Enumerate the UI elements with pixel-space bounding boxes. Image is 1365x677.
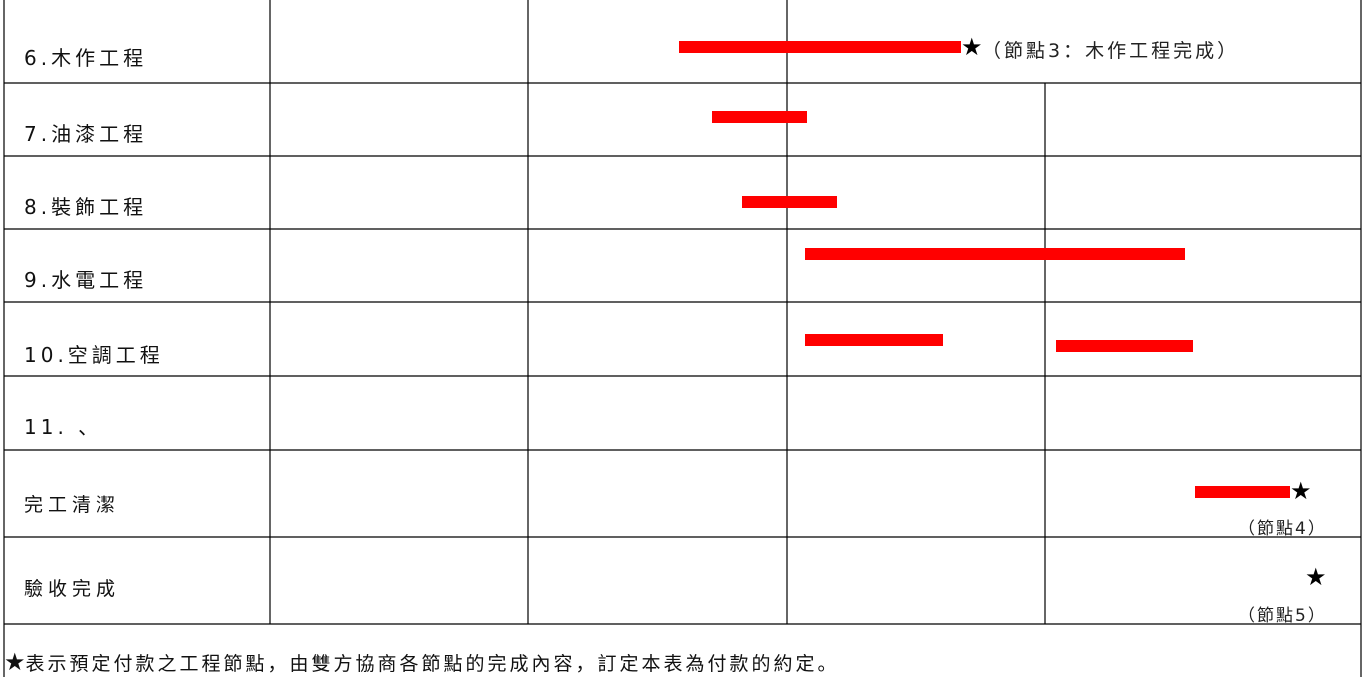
row-label-inspection: 驗收完成 (24, 578, 121, 600)
milestone-star-icon: ★ (1305, 563, 1327, 591)
row-label-decoration: 8.裝飾工程 (24, 195, 148, 219)
gantt-bar-aircon-2 (1056, 340, 1193, 352)
row-label-cleaning: 完工清潔 (24, 494, 121, 516)
milestone-label-node-5: （節點5） (1238, 606, 1327, 626)
gantt-bar-plumbing-electrical (805, 248, 1185, 260)
legend-star-icon: ★ (4, 648, 26, 676)
gantt-bar-carpentry (679, 41, 961, 53)
gantt-bar-aircon-1 (805, 334, 943, 346)
row-label-item-11: 11. 、 (24, 415, 103, 439)
gantt-bar-painting (712, 111, 807, 123)
footer-legend-text: 表示預定付款之工程節點，由雙方協商各節點的完成內容，訂定本表為付款的約定。 (25, 653, 840, 675)
footer-legend: ★表示預定付款之工程節點，由雙方協商各節點的完成內容，訂定本表為付款的約定。 (4, 648, 840, 676)
row-label-plumbing-electrical: 9.水電工程 (24, 268, 148, 292)
milestone-label-node-4: （節點4） (1238, 519, 1327, 539)
gantt-bar-cleaning (1195, 486, 1290, 498)
row-label-carpentry: 6.木作工程 (24, 46, 148, 70)
row-label-air-conditioning: 10.空調工程 (24, 343, 164, 367)
row-label-painting: 7.油漆工程 (24, 122, 148, 146)
milestone-star-icon: ★ (961, 33, 983, 61)
gantt-bar-decoration (742, 196, 837, 208)
milestone-label-node-3: （節點3：木作工程完成） (982, 40, 1240, 62)
milestone-star-icon: ★ (1290, 477, 1312, 505)
